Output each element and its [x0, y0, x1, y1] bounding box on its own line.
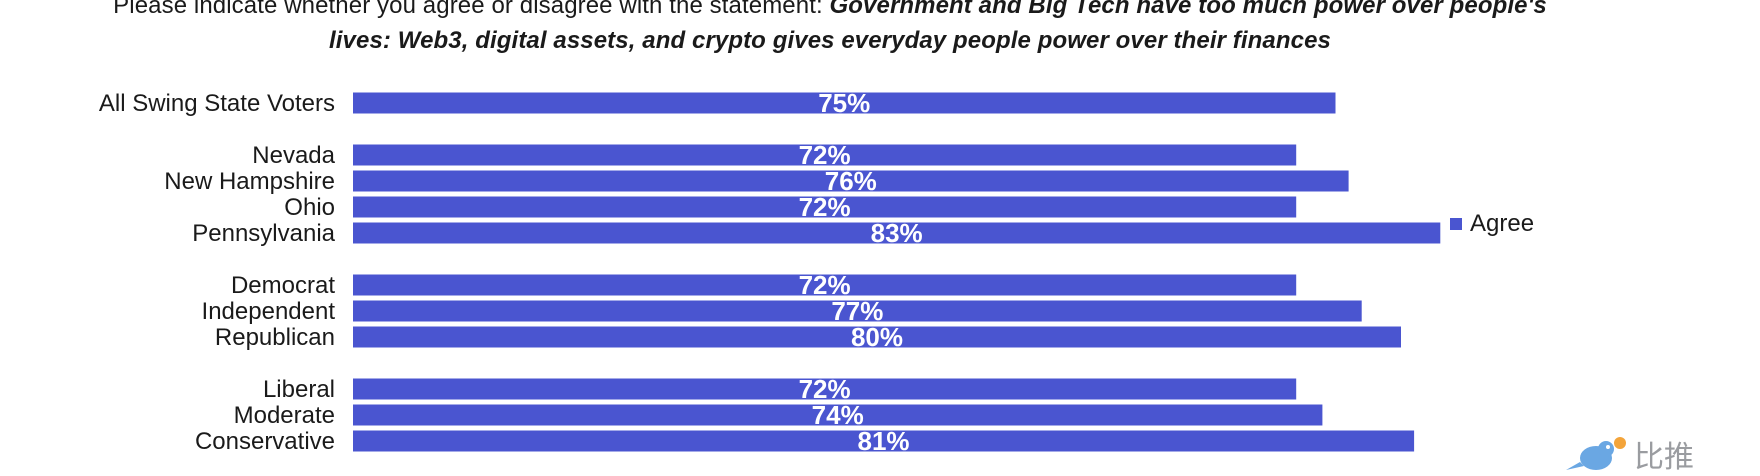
bar-all-swing-state-voters: [353, 92, 1336, 114]
category-label-all-swing-state-voters: All Swing State Voters: [99, 90, 335, 117]
data-label-democrat: 72%: [799, 270, 851, 300]
bird-icon: [1566, 437, 1626, 470]
legend-swatch-agree: [1450, 218, 1462, 230]
category-label-independent: Independent: [202, 298, 336, 325]
bar-independent: [353, 300, 1362, 322]
chart-title: Please indicate whether you agree or dis…: [0, 0, 1660, 58]
category-label-new-hampshire: New Hampshire: [164, 168, 335, 195]
data-label-independent: 77%: [831, 296, 883, 326]
bar-conservative: [353, 430, 1415, 452]
bar-moderate: [353, 404, 1323, 426]
title-emphasis-line-2: lives: Web3, digital assets, and crypto …: [329, 27, 1331, 54]
watermark-text: 比推: [1634, 440, 1694, 475]
title-plain-text: Please indicate whether you agree or dis…: [113, 0, 830, 19]
bar-new-hampshire: [353, 170, 1349, 192]
category-label-democrat: Democrat: [231, 272, 335, 299]
data-label-ohio: 72%: [799, 192, 851, 222]
watermark: 比推: [1562, 432, 1760, 475]
category-label-nevada: Nevada: [252, 142, 335, 169]
data-label-all-swing-state-voters: 75%: [818, 88, 870, 118]
data-label-pennsylvania: 83%: [871, 218, 923, 248]
legend-label-agree: Agree: [1470, 210, 1535, 237]
category-label-liberal: Liberal: [263, 376, 335, 403]
data-label-conservative: 81%: [858, 426, 910, 456]
data-label-republican: 80%: [851, 322, 903, 352]
category-label-conservative: Conservative: [195, 428, 335, 455]
data-label-liberal: 72%: [799, 374, 851, 404]
bar-pennsylvania: [353, 222, 1441, 244]
category-label-ohio: Ohio: [284, 194, 335, 221]
bar-ohio: [353, 196, 1297, 218]
bar-nevada: [353, 144, 1297, 166]
bar-democrat: [353, 274, 1297, 296]
bar-liberal: [353, 378, 1297, 400]
title-line-1: Please indicate whether you agree or dis…: [0, 0, 1660, 23]
data-label-moderate: 74%: [812, 400, 864, 430]
data-label-new-hampshire: 76%: [825, 166, 877, 196]
bar-republican: [353, 326, 1401, 348]
data-label-nevada: 72%: [799, 140, 851, 170]
title-line-2: lives: Web3, digital assets, and crypto …: [0, 23, 1660, 58]
category-label-pennsylvania: Pennsylvania: [192, 220, 335, 247]
category-label-moderate: Moderate: [234, 402, 335, 429]
legend: Agree: [1450, 210, 1534, 238]
category-label-republican: Republican: [215, 324, 335, 351]
title-emphasis-line-1: Government and Big Tech have too much po…: [829, 0, 1547, 19]
